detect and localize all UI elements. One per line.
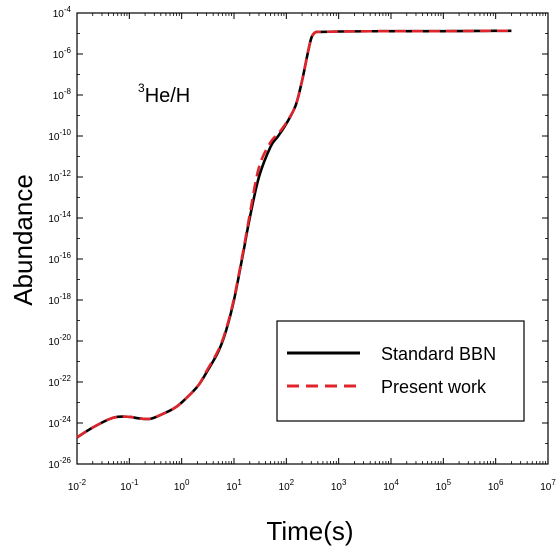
x-axis-label: Time(s) xyxy=(266,516,353,546)
x-tick-label: 102 xyxy=(279,478,295,493)
legend-label-present-work: Present work xyxy=(381,377,487,397)
y-axis-label: Abundance xyxy=(8,174,38,306)
legend-label-standard-bbn: Standard BBN xyxy=(381,344,496,364)
y-tick-label: 10-6 xyxy=(53,46,72,61)
x-tick-label: 100 xyxy=(174,478,190,493)
x-tick-label: 107 xyxy=(540,478,556,493)
plot-area: 10-2 10-1 100 101 102 103 104 105 106 107 10-26 10-… xyxy=(48,5,556,493)
y-tick-label: 10-4 xyxy=(53,5,72,20)
x-tick-label: 104 xyxy=(383,478,399,493)
x-tick-label: 103 xyxy=(331,478,347,493)
y-tick-label: 10-14 xyxy=(48,210,71,225)
legend: Standard BBN Present work xyxy=(276,320,525,422)
y-tick-label: 10-26 xyxy=(48,456,71,471)
series-line-present-work xyxy=(76,29,512,439)
y-tick-label: 10-16 xyxy=(48,251,71,266)
x-tick-label: 10-2 xyxy=(68,478,87,493)
x-tick-label: 106 xyxy=(488,478,504,493)
x-tick-label: 105 xyxy=(436,478,452,493)
y-tick-label: 10-10 xyxy=(48,128,71,143)
y-tick-label: 10-18 xyxy=(48,292,71,307)
annotation-layer: 3He/H xyxy=(138,81,190,107)
species-annotation: 3He/H xyxy=(138,81,190,107)
x-tick-label: 101 xyxy=(226,478,242,493)
y-tick-label: 10-12 xyxy=(48,169,71,184)
species-annotation-label: He/H xyxy=(145,85,191,107)
series-layer xyxy=(76,29,512,439)
y-tick-label: 10-22 xyxy=(48,374,71,389)
y-tick-label: 10-24 xyxy=(48,415,71,430)
species-annotation-superscript: 3 xyxy=(138,81,145,95)
y-tick-label: 10-8 xyxy=(53,87,72,102)
y-tick-label: 10-20 xyxy=(48,333,71,348)
legend-box xyxy=(276,320,525,422)
x-tick-label: 10-1 xyxy=(120,478,139,493)
